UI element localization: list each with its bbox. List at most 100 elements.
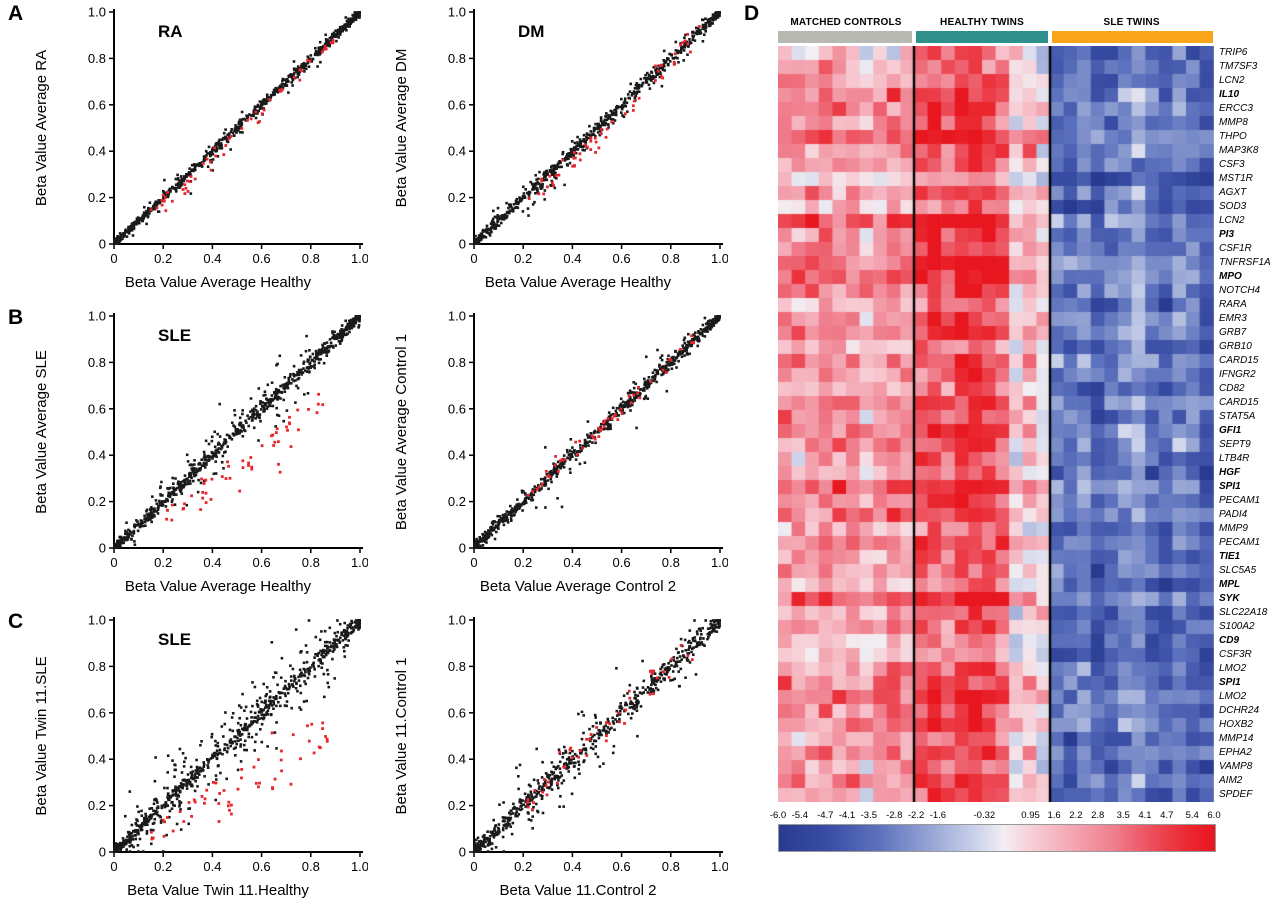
svg-text:0: 0 [99,541,106,556]
gene-label: MST1R [1219,173,1253,184]
svg-text:0.6: 0.6 [88,401,106,416]
gene-label: AIM2 [1219,775,1243,786]
y-axis-label: Beta Value 11.Control 1 [393,657,410,815]
unchanged-points [473,11,721,245]
gene-label: CSF1R [1219,243,1252,254]
gene-label: TM7SF3 [1219,61,1258,72]
y-axis-label: Beta Value Average RA [33,49,50,207]
y-axis-label: Beta Value Average DM [393,48,410,208]
svg-text:1.0: 1.0 [88,309,106,324]
svg-text:0.6: 0.6 [613,859,631,874]
svg-text:1.0: 1.0 [351,251,368,266]
panel-label-b: B [8,306,24,329]
colorbar-tick: 0.95 [1021,810,1040,821]
gene-label: TNFRSF1A [1219,257,1271,268]
gene-label: SLC5A5 [1219,565,1257,576]
svg-text:0.8: 0.8 [448,355,466,370]
x-axis-label: Beta Value Average Healthy [124,274,312,291]
svg-text:0: 0 [99,237,106,252]
gene-label: SOD3 [1219,201,1247,212]
svg-text:1.0: 1.0 [351,859,368,874]
gene-label: CD9 [1219,635,1240,646]
colorbar-tick: 4.1 [1138,810,1152,821]
gene-label: PECAM1 [1219,495,1261,506]
svg-text:0.2: 0.2 [88,798,106,813]
gene-label: THPO [1219,131,1247,142]
panel-label-c: C [8,610,24,633]
gene-label: ERCC3 [1219,103,1253,114]
y-axis-label: Beta Value Average SLE [33,350,50,514]
heatmap-canvas [778,46,1214,802]
svg-text:0.6: 0.6 [253,251,271,266]
colorbar-tick: 3.5 [1116,810,1130,821]
svg-text:1.0: 1.0 [448,5,466,20]
unchanged-points [473,315,721,549]
heatmap-panel: MATCHED CONTROLS HEALTHY TWINS SLE TWINS… [770,8,1280,908]
gene-label: MMP9 [1219,523,1248,534]
gene-label: MPO [1219,271,1242,282]
gene-label: VAMP8 [1219,761,1253,772]
scatter-plot-dm: 00 0.2 0.2 0.4 0.4 0.6 0.6 0.8 0.8 1.0 1.0 [448,5,728,267]
gene-label: SYK [1219,593,1240,604]
gene-label: GFI1 [1219,425,1242,436]
colorbar-tick: 6.0 [1207,810,1221,821]
plot-title-twin-sle: SLE [158,630,192,649]
scatter-plot-twin11-sle: 00 0.2 0.2 0.4 0.4 0.6 0.6 0.8 0.8 1.0 1.0 [88,613,368,875]
svg-text:0: 0 [459,845,466,860]
svg-text:0.4: 0.4 [448,752,466,767]
colorbar-tick-labels: -6.0 -5.4 -4.7 -4.1 -3.5 -2.8 -2.2 -1.6 -0.32 0.9… [770,810,1221,822]
svg-text:0.8: 0.8 [302,555,320,570]
colorbar-tick: 2.8 [1091,810,1105,821]
scatter-plot-controls-average: 00 0.2 0.2 0.4 0.4 0.6 0.6 0.8 0.8 1.0 1.0 [448,309,728,571]
differentially-methylated-points [526,334,695,497]
gene-label: LCN2 [1219,215,1245,226]
plot-title-ra: RA [158,22,183,41]
svg-text:0: 0 [470,859,477,874]
colorbar-tick: 4.7 [1160,810,1174,821]
svg-text:0.6: 0.6 [613,555,631,570]
gene-label: CARD15 [1219,355,1259,366]
gene-label: PADI4 [1219,509,1248,520]
svg-text:0: 0 [459,541,466,556]
gene-label: LTB4R [1219,453,1250,464]
gene-label: AGXT [1219,187,1247,198]
svg-text:0.4: 0.4 [88,448,106,463]
unchanged-points [113,619,361,853]
gene-label: SLC22A18 [1219,607,1268,618]
differentially-methylated-points [165,392,325,522]
svg-text:0.6: 0.6 [613,251,631,266]
svg-text:0: 0 [110,555,117,570]
svg-text:1.0: 1.0 [351,555,368,570]
svg-text:0.2: 0.2 [514,859,532,874]
group-label-sle-twins: SLE TWINS [1103,17,1160,28]
svg-text:0.6: 0.6 [88,705,106,720]
svg-text:0.8: 0.8 [88,659,106,674]
colorbar-tick: 1.6 [1047,810,1061,821]
colorbar-tick: -4.1 [838,810,856,821]
gene-label: MPL [1219,579,1241,590]
svg-text:0.2: 0.2 [154,859,172,874]
plot-title-dm: DM [518,22,545,41]
gene-label: LMO2 [1219,663,1247,674]
scatter-plot-ra: 00 0.2 0.2 0.4 0.4 0.6 0.6 0.8 0.8 1.0 1.0 [88,5,368,267]
gene-label: PI3 [1219,229,1235,240]
gene-label: IFNGR2 [1219,369,1256,380]
gene-label: PECAM1 [1219,537,1261,548]
gene-label: S100A2 [1219,621,1255,632]
svg-text:1.0: 1.0 [88,5,106,20]
differentially-methylated-points [149,38,335,213]
scatter-panel-b-left: Beta Value Average SLE 0 0 0.2 0.2 0.4 0.4 0.6… [22,306,374,606]
scatter-panel-b-right: Beta Value Average Control 1 0 0 0.2 0.2 0.4… [382,306,734,606]
svg-text:0.6: 0.6 [253,859,271,874]
svg-text:0.8: 0.8 [662,251,680,266]
svg-text:0.2: 0.2 [154,555,172,570]
svg-text:0.4: 0.4 [563,859,581,874]
svg-text:0.6: 0.6 [88,97,106,112]
x-axis-label: Beta Value 11.Control 2 [499,882,657,899]
gene-label: HGF [1219,467,1241,478]
group-label-healthy-twins: HEALTHY TWINS [940,17,1024,28]
svg-text:0.2: 0.2 [514,555,532,570]
gene-label: DCHR24 [1219,705,1260,716]
gene-label: MAP3K8 [1219,145,1259,156]
gene-label: CSF3R [1219,649,1252,660]
